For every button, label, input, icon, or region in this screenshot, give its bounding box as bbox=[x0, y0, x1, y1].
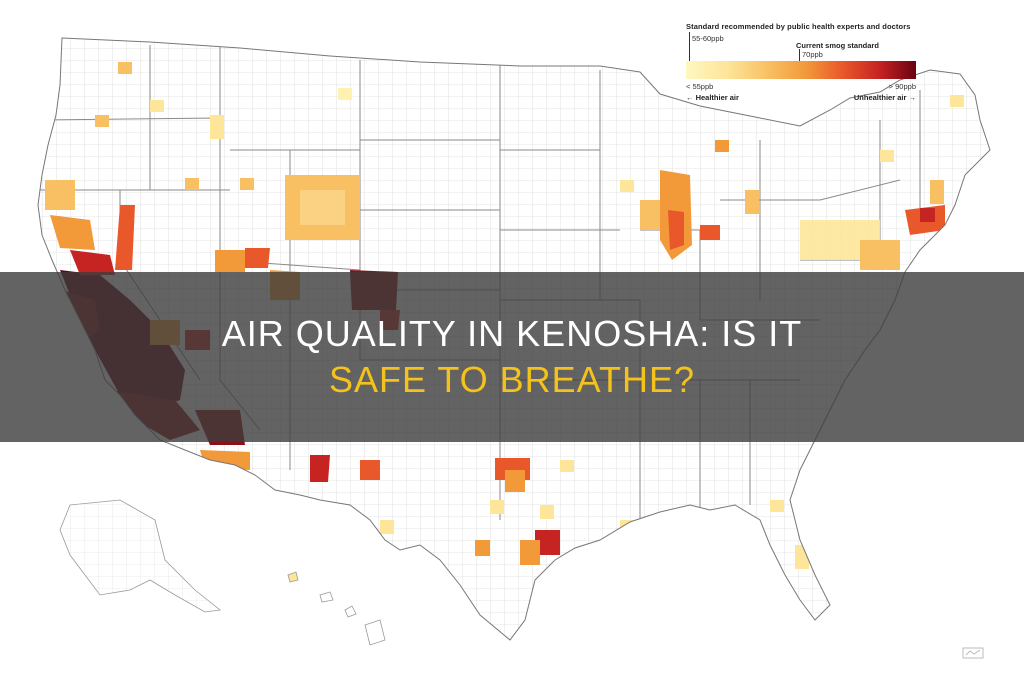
title-banner: AIR QUALITY IN KENOSHA: IS IT SAFE TO BR… bbox=[0, 272, 1024, 442]
legend-unhealthier-label: Unhealthier air → bbox=[853, 93, 916, 102]
legend-range-tick bbox=[689, 32, 690, 62]
alaska-inset bbox=[59, 499, 221, 613]
legend-range-label: 55-60ppb bbox=[692, 34, 724, 43]
legend-color-scale bbox=[686, 61, 916, 79]
legend-current-label: Current smog standard bbox=[796, 41, 879, 50]
legend-current-tick bbox=[799, 49, 800, 62]
title-line-1: AIR QUALITY IN KENOSHA: IS IT bbox=[221, 313, 803, 354]
watermark-icon bbox=[962, 647, 984, 659]
legend-min-label: < 55ppb bbox=[686, 82, 714, 91]
legend-max-label: > 90ppb bbox=[888, 82, 916, 91]
title-line-2: SAFE TO BREATHE? bbox=[328, 359, 696, 400]
legend-current-value: 70ppb bbox=[802, 50, 823, 59]
legend-header: Standard recommended by public health ex… bbox=[686, 22, 911, 31]
hawaii-inset bbox=[287, 571, 386, 646]
ozone-legend: Standard recommended by public health ex… bbox=[686, 22, 918, 102]
legend-healthier-label: ← Healthier air bbox=[686, 93, 739, 102]
